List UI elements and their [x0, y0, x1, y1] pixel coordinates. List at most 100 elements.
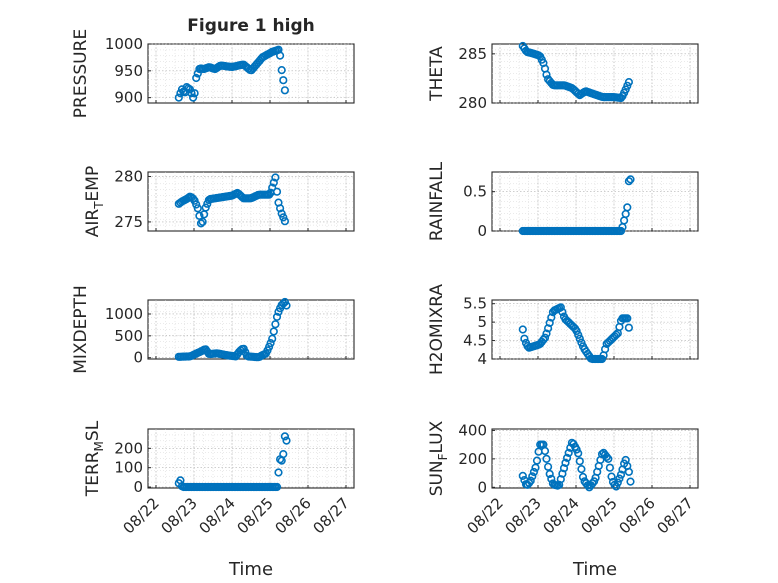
- data-point: [529, 467, 539, 477]
- y-tick-label: 1000: [105, 305, 143, 323]
- data-point: [604, 454, 613, 464]
- data-point: [277, 65, 286, 75]
- data-point: [279, 76, 288, 85]
- x-axis-label-right: Time: [572, 559, 617, 580]
- x-tick-label: 08/25: [578, 494, 621, 537]
- data-point: [540, 333, 550, 342]
- y-axis-label: PRESSURE: [71, 29, 91, 118]
- data-point: [190, 196, 199, 205]
- y-axis-label: TERRMSL: [83, 420, 106, 497]
- data-point: [280, 217, 290, 226]
- y-tick-label: 100: [114, 459, 143, 477]
- y-tick-label: 1000: [105, 35, 143, 53]
- data-point: [198, 217, 207, 226]
- y-tick-label: 5: [477, 313, 487, 331]
- data-point: [612, 482, 621, 491]
- data-point: [542, 329, 551, 338]
- data-point: [201, 203, 210, 212]
- data-point: [271, 320, 280, 329]
- axes-mixdepth: 0 500 1000 MIXDEPTH: [71, 285, 355, 374]
- x-tick-label: 08/24: [540, 494, 583, 537]
- data-point: [624, 467, 634, 477]
- y-tick-label: 275: [114, 213, 143, 231]
- y-tick-label: 285: [458, 45, 487, 63]
- data-point: [189, 93, 198, 102]
- data-point: [561, 458, 570, 468]
- data-point: [518, 325, 527, 334]
- y-tick-label: 950: [114, 62, 143, 80]
- axes-pressure: 900 950 1000 PRESSURE: [71, 29, 355, 118]
- data-point: [572, 326, 581, 336]
- data-point: [272, 187, 282, 196]
- data-point: [575, 457, 584, 466]
- x-tick-label: 08/27: [654, 494, 697, 537]
- data-point: [547, 474, 556, 483]
- data-point: [540, 446, 550, 456]
- axes-h2omixra: 44.555.5 H2OMIXRA: [427, 284, 699, 375]
- y-tick-label: 0.5: [463, 183, 487, 201]
- data-point: [280, 432, 290, 441]
- data-point: [274, 468, 283, 477]
- data-point: [615, 474, 624, 483]
- data-point: [578, 472, 588, 482]
- y-tick-label: 0: [477, 222, 487, 240]
- y-axis-label-subscript: M: [92, 441, 106, 451]
- data-point: [562, 453, 572, 463]
- y-tick-label: 4: [477, 350, 487, 368]
- y-tick-label: 280: [114, 168, 143, 186]
- data-point: [572, 445, 581, 454]
- data-point: [574, 449, 583, 458]
- data-point: [266, 339, 275, 348]
- data-point: [195, 211, 204, 220]
- x-tick-label: 08/25: [234, 494, 277, 537]
- x-tick-label: 08/22: [464, 494, 507, 537]
- y-axis-label-subscript: F: [436, 453, 450, 460]
- x-tick-label: 08/27: [310, 494, 353, 537]
- data-point: [558, 307, 567, 317]
- y-axis-label: SUNFLUX: [427, 420, 450, 496]
- data-point: [542, 454, 551, 464]
- data-point: [577, 338, 586, 347]
- y-axis-label-subscript: T: [92, 201, 106, 210]
- data-point: [616, 226, 626, 236]
- axes-air-temp: 275 280 AIRTEMP: [83, 166, 355, 237]
- y-tick-label: 500: [114, 327, 143, 345]
- data-point: [616, 470, 626, 479]
- y-axis-label-part: EMP: [83, 166, 103, 202]
- y-axis-label: MIXDEPTH: [71, 285, 91, 374]
- data-point: [602, 452, 611, 462]
- y-tick-label: 0: [477, 478, 487, 496]
- data-point: [272, 312, 282, 322]
- data-point: [279, 450, 288, 459]
- data-point: [600, 345, 610, 354]
- data-point: [577, 465, 586, 474]
- data-point: [277, 209, 286, 218]
- data-point: [526, 476, 535, 485]
- data-point: [276, 204, 285, 213]
- x-tick-label: 08/23: [502, 494, 545, 537]
- x-axis-label-left: Time: [228, 559, 273, 580]
- data-point: [528, 472, 537, 481]
- data-point: [190, 89, 199, 98]
- data-point: [280, 86, 290, 95]
- y-axis-label-part: SL: [83, 420, 103, 441]
- x-tick-label: 08/26: [272, 494, 315, 537]
- data-point: [559, 464, 569, 473]
- data-point: [623, 314, 632, 323]
- x-tick-label: 08/26: [616, 494, 659, 537]
- y-axis-label-part: TERR: [83, 451, 103, 497]
- data-point: [624, 323, 634, 332]
- y-tick-label: 0: [133, 349, 143, 367]
- x-tick-label: 08/22: [120, 494, 163, 537]
- y-tick-label: 0: [133, 478, 143, 496]
- data-point: [612, 330, 621, 339]
- data-point: [282, 436, 291, 445]
- y-axis-label-part: SUN: [427, 460, 447, 496]
- data-point: [520, 334, 529, 343]
- y-tick-label: 400: [458, 421, 487, 439]
- data-point: [271, 173, 280, 182]
- x-tick-label: 08/24: [196, 494, 239, 537]
